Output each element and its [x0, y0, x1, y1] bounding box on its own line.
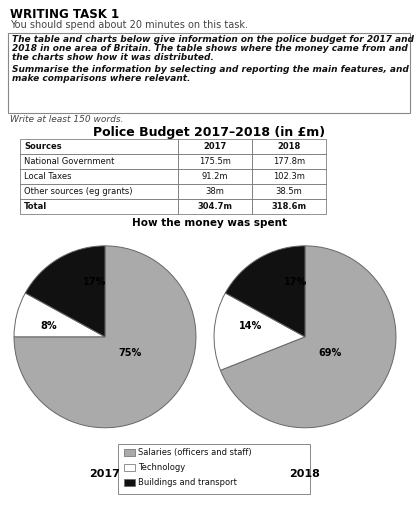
Text: 14%: 14%: [239, 321, 262, 331]
Bar: [178, 154, 252, 169]
Wedge shape: [14, 246, 196, 428]
FancyBboxPatch shape: [8, 33, 410, 113]
Text: 8%: 8%: [40, 321, 57, 331]
Wedge shape: [14, 293, 105, 337]
Text: Local Taxes: Local Taxes: [24, 172, 71, 181]
Bar: [252, 139, 326, 154]
Text: 38.5m: 38.5m: [275, 187, 302, 196]
Text: 2018: 2018: [278, 142, 301, 151]
Text: 69%: 69%: [319, 348, 342, 358]
Text: 2018: 2018: [290, 468, 321, 479]
Text: 318.6m: 318.6m: [271, 202, 306, 211]
Bar: [252, 199, 326, 214]
Text: How the money was spent: How the money was spent: [132, 218, 286, 228]
Text: Buildings and transport: Buildings and transport: [138, 478, 237, 487]
Bar: [252, 184, 326, 199]
Text: Total: Total: [24, 202, 47, 211]
Text: 2017: 2017: [89, 468, 120, 479]
Text: 102.3m: 102.3m: [273, 172, 305, 181]
Wedge shape: [25, 246, 105, 337]
Bar: [252, 154, 326, 169]
Bar: [20, 184, 178, 199]
Text: 91.2m: 91.2m: [202, 172, 228, 181]
Bar: [20, 169, 178, 184]
Wedge shape: [220, 246, 396, 428]
Text: Sources: Sources: [24, 142, 61, 151]
Bar: [178, 169, 252, 184]
Bar: [20, 139, 178, 154]
Bar: [124, 464, 135, 471]
Text: National Government: National Government: [24, 157, 115, 166]
Text: 177.8m: 177.8m: [273, 157, 305, 166]
Bar: [252, 169, 326, 184]
Text: make comparisons where relevant.: make comparisons where relevant.: [12, 74, 190, 83]
Text: Technology: Technology: [138, 463, 185, 472]
Bar: [178, 199, 252, 214]
Text: Other sources (eg grants): Other sources (eg grants): [24, 187, 133, 196]
Text: Salaries (officers and staff): Salaries (officers and staff): [138, 448, 252, 457]
Text: Write at least 150 words.: Write at least 150 words.: [10, 115, 123, 124]
Text: The table and charts below give information on the police budget for 2017 and: The table and charts below give informat…: [12, 35, 414, 44]
Text: the charts show how it was distributed.: the charts show how it was distributed.: [12, 53, 214, 62]
Bar: [20, 154, 178, 169]
Text: You should spend about 20 minutes on this task.: You should spend about 20 minutes on thi…: [10, 20, 248, 30]
Text: 17%: 17%: [82, 277, 106, 287]
Wedge shape: [225, 246, 305, 337]
FancyBboxPatch shape: [118, 444, 310, 494]
Text: 175.5m: 175.5m: [199, 157, 231, 166]
Text: 17%: 17%: [284, 277, 308, 287]
Bar: [124, 449, 135, 456]
Text: Police Budget 2017–2018 (in £m): Police Budget 2017–2018 (in £m): [93, 126, 325, 139]
Bar: [20, 199, 178, 214]
Wedge shape: [214, 293, 305, 370]
Text: 304.7m: 304.7m: [197, 202, 232, 211]
Text: 2017: 2017: [204, 142, 227, 151]
Bar: [178, 139, 252, 154]
Text: Summarise the information by selecting and reporting the main features, and: Summarise the information by selecting a…: [12, 65, 409, 74]
Bar: [124, 479, 135, 486]
Text: 75%: 75%: [119, 348, 142, 358]
Text: 38m: 38m: [206, 187, 224, 196]
Bar: [178, 184, 252, 199]
Text: 2018 in one area of Britain. The table shows where the money came from and: 2018 in one area of Britain. The table s…: [12, 44, 408, 53]
Text: WRITING TASK 1: WRITING TASK 1: [10, 8, 119, 21]
